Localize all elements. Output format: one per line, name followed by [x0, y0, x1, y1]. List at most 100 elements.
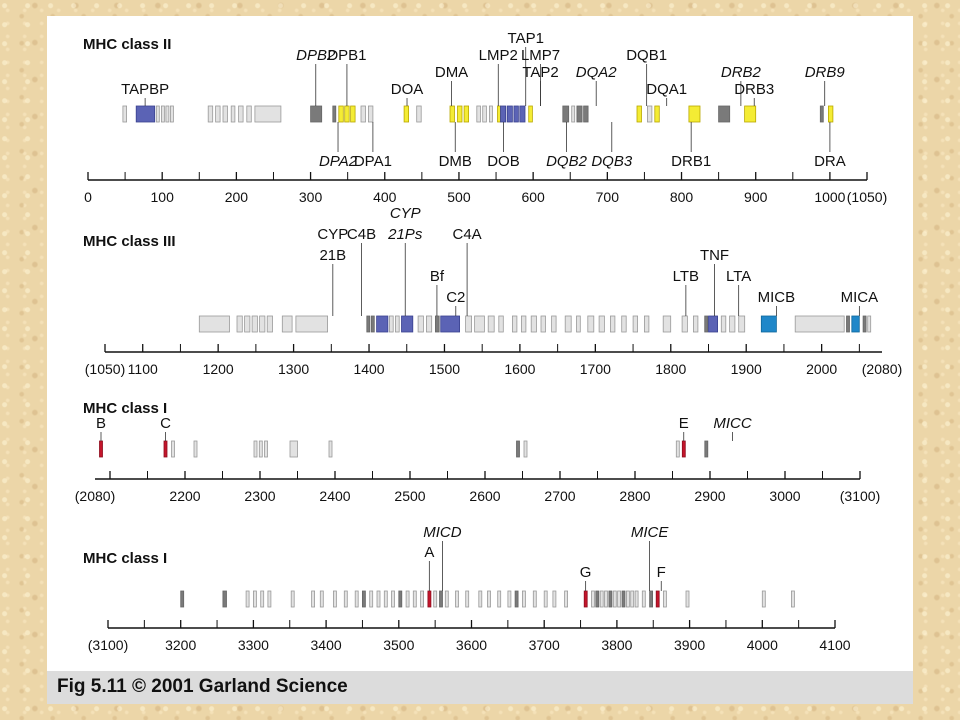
tick-label: 1400 — [353, 361, 384, 377]
tick-label: 300 — [299, 189, 323, 205]
gene-box — [267, 590, 272, 608]
gene-box — [862, 315, 867, 333]
gene-label: G — [580, 564, 592, 581]
gene-box — [171, 440, 175, 458]
gene-box — [222, 105, 228, 123]
gene-box — [846, 315, 850, 333]
tick-label: (1050) — [847, 189, 887, 205]
gene-box — [598, 315, 605, 333]
gene-box — [507, 590, 512, 608]
gene-box — [681, 315, 688, 333]
tick-label: 500 — [447, 189, 471, 205]
gene-box — [543, 590, 548, 608]
gene-box — [617, 590, 621, 608]
gene-box — [328, 440, 333, 458]
section-title: MHC class I — [83, 400, 167, 417]
gene-box — [644, 315, 650, 333]
gene-box — [403, 105, 410, 123]
gene-box — [478, 590, 483, 608]
gene-box — [636, 105, 642, 123]
gene-box — [720, 315, 727, 333]
gene-box — [245, 590, 250, 608]
gene-box — [604, 590, 608, 608]
gene-box — [599, 590, 604, 608]
tick-label: 2900 — [694, 488, 725, 504]
tick-label: 3600 — [456, 637, 487, 653]
gene-box — [794, 315, 845, 333]
gene-box — [528, 105, 533, 123]
gene-label: A — [424, 544, 434, 561]
gene-box — [332, 590, 337, 608]
gene-label: DRB2 — [721, 64, 762, 81]
section-4: MHC class I (3100) 3200 3300 3400 3500 3600 370… — [83, 524, 851, 653]
gene-box — [161, 105, 165, 123]
gene-box — [259, 315, 266, 333]
gene-box — [571, 105, 576, 123]
tick-label: 0 — [84, 189, 92, 205]
gene-box — [685, 590, 690, 608]
gene-label: DRB3 — [734, 81, 774, 98]
tick-label: 600 — [521, 189, 545, 205]
tick-label: 3000 — [769, 488, 800, 504]
gene-box — [343, 590, 348, 608]
gene-box — [433, 590, 438, 608]
gene-box — [376, 590, 381, 608]
gene-label: MICD — [423, 524, 461, 541]
section-title: MHC class I — [83, 550, 167, 567]
gene-box — [693, 315, 699, 333]
gene-box — [198, 315, 230, 333]
gene-box — [394, 315, 400, 333]
gene-box — [497, 105, 501, 123]
gene-box — [440, 315, 461, 333]
tick-label: (3100) — [840, 488, 880, 504]
gene-box — [718, 105, 731, 123]
gene-label: TNF — [700, 247, 729, 264]
gene-box — [476, 105, 481, 123]
gene-box — [519, 105, 526, 123]
gene-box — [295, 315, 328, 333]
gene-box — [621, 315, 627, 333]
gene-box — [416, 105, 422, 123]
gene-box — [338, 105, 344, 123]
gene-box — [244, 315, 251, 333]
gene-box — [193, 440, 198, 458]
gene-box — [564, 590, 568, 608]
gene-box — [487, 590, 491, 608]
tick-label: 1900 — [731, 361, 762, 377]
gene-box — [487, 315, 495, 333]
gene-box — [612, 590, 617, 608]
gene-label: MICB — [758, 289, 796, 306]
gene-label: LMP2 — [479, 47, 518, 64]
gene-label: CYP — [317, 226, 348, 243]
tick-label: 100 — [151, 189, 175, 205]
section-title: MHC class III — [83, 233, 176, 250]
gene-box — [310, 105, 323, 123]
gene-box — [449, 105, 455, 123]
gene-box — [867, 315, 872, 333]
gene-box — [457, 105, 463, 123]
gene-label: F — [657, 564, 666, 581]
gene-box — [513, 105, 519, 123]
gene-box — [254, 105, 282, 123]
tick-label: 3300 — [238, 637, 269, 653]
gene-box — [361, 590, 366, 608]
gene-box — [819, 105, 824, 123]
gene-box — [260, 590, 265, 608]
gene-label: DRB9 — [805, 64, 846, 81]
gene-box — [155, 105, 160, 123]
tick-label: 1700 — [580, 361, 611, 377]
gene-box — [170, 105, 174, 123]
section-2: MHC class III (1050) 1100 1200 1300 1400 1500 1… — [83, 205, 902, 377]
tick-label: 200 — [225, 189, 249, 205]
gene-box — [388, 315, 394, 333]
gene-box — [488, 105, 493, 123]
gene-box — [367, 105, 374, 123]
gene-box — [551, 315, 557, 333]
gene-box — [427, 590, 432, 608]
gene-label: TAPBP — [121, 81, 169, 98]
gene-box — [729, 315, 736, 333]
gene-box — [520, 315, 527, 333]
tick-label: 2700 — [544, 488, 575, 504]
gene-box — [583, 590, 588, 608]
gene-box — [482, 105, 487, 123]
